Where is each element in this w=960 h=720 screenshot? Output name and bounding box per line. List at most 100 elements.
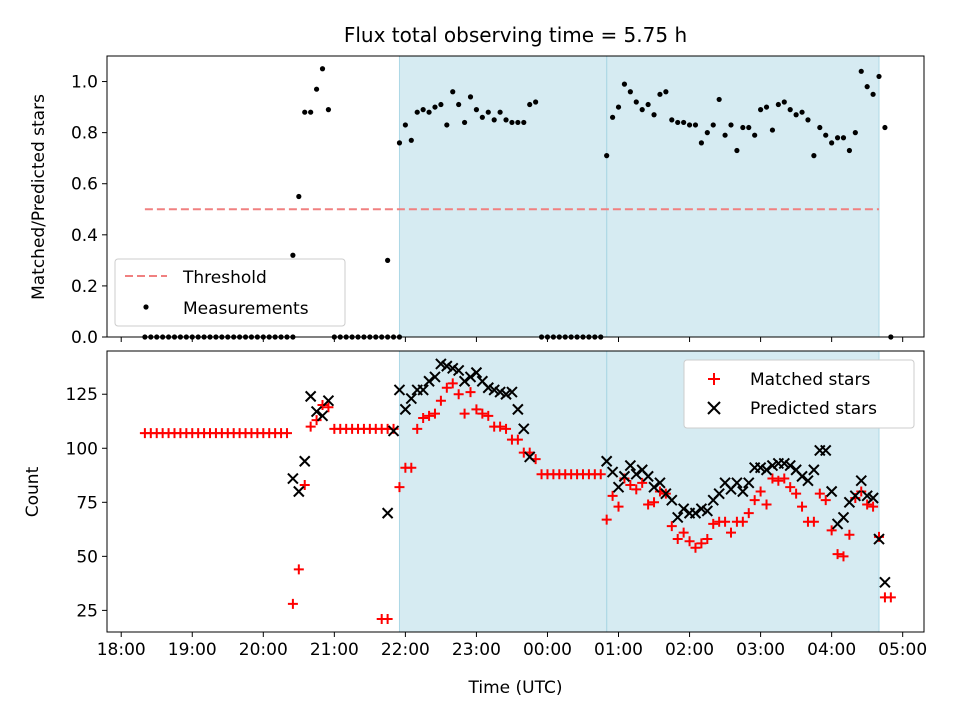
y-tick-label: 0.8	[71, 124, 98, 144]
bottom-legend: Matched stars Predicted stars	[683, 359, 915, 429]
predicted-star-point	[879, 576, 891, 588]
predicted-star-point	[808, 464, 820, 476]
predicted-star-point	[512, 403, 524, 416]
matched-star-point	[435, 395, 446, 406]
predicted-star-point	[689, 507, 702, 519]
measurement-point	[420, 107, 426, 113]
matched-star-point	[637, 477, 648, 488]
y-tick-label: 0.6	[71, 175, 98, 195]
y-tick-label: 0.0	[71, 328, 98, 348]
predicted-star-point	[677, 503, 690, 515]
matched-star-point	[501, 423, 512, 434]
x-tick-label: 03:00	[736, 640, 785, 660]
predicted-star-point	[441, 360, 453, 372]
predicted-star-point	[654, 477, 666, 489]
predicted-star-point	[672, 511, 684, 524]
x-tick-label: 05:00	[878, 640, 927, 660]
x-tick-label: 22:00	[381, 640, 430, 660]
top-legend-box	[114, 258, 346, 327]
predicted-star-point	[743, 477, 755, 489]
matched-star-point	[773, 475, 784, 486]
measurement-point	[870, 91, 876, 97]
y-tick-label: 0.4	[71, 226, 98, 246]
measurement-point	[639, 107, 645, 113]
top-panel: 0.0 0.2 0.4 0.6 0.8 1.0 Matched/Predicted sta…	[29, 55, 925, 348]
matched-star-point	[743, 508, 754, 519]
measurement-point	[509, 119, 515, 126]
measurement-point	[793, 112, 799, 118]
measurements-series	[142, 66, 894, 340]
x-tick-label: 04:00	[807, 640, 856, 660]
bottom-legend-box	[683, 359, 915, 429]
predicted-star-point	[855, 474, 867, 487]
predicted-star-point	[600, 455, 613, 467]
predicted-star-point	[287, 472, 299, 485]
predicted-star-point	[861, 490, 873, 502]
predicted-star-point	[754, 462, 767, 474]
predicted-star-point	[713, 487, 725, 500]
y-tick-label: 1.0	[71, 73, 98, 93]
matched-star-point	[595, 469, 606, 480]
matched-star-point	[814, 488, 825, 499]
measurement-point	[467, 94, 474, 100]
measurement-point	[461, 119, 468, 126]
matched-star-point	[418, 413, 429, 424]
measurement-point	[728, 122, 734, 128]
matched-star-point	[649, 497, 660, 508]
predicted-star-point	[399, 403, 412, 416]
measurement-point	[296, 193, 302, 200]
measurement-point	[402, 122, 408, 128]
predicted-star-point	[494, 386, 506, 398]
matched-star-point	[862, 499, 873, 510]
predicted-star-point	[837, 511, 850, 524]
predicted-star-point	[470, 366, 483, 379]
predicted-star-point	[867, 492, 879, 504]
predicted-star-point	[731, 477, 743, 489]
matched-star-point	[323, 402, 334, 413]
measurement-point	[325, 107, 332, 113]
matched-star-point	[767, 473, 778, 484]
matched-star-point	[424, 410, 435, 421]
predicted-star-point	[760, 464, 773, 476]
measurement-point	[515, 119, 521, 126]
bottom-y-axis: 25 50 75 100 125	[66, 385, 107, 621]
matched-star-point	[483, 410, 494, 421]
matched-star-point	[607, 490, 618, 501]
measurement-point	[479, 114, 485, 120]
bottom-y-axis-label: Count	[23, 466, 43, 517]
measurement-point	[533, 99, 539, 105]
x-tick-label: 02:00	[665, 640, 714, 660]
matched-star-point	[281, 428, 292, 439]
matched-star-point	[601, 514, 612, 525]
measurement-point	[769, 127, 776, 133]
matched-star-point	[293, 564, 304, 575]
matched-star-point	[749, 495, 760, 506]
predicted-star-point	[299, 455, 311, 467]
matched-star-point	[755, 486, 766, 497]
observing-window	[398, 350, 608, 633]
predicted-star-point	[606, 466, 619, 478]
matched-star-point	[495, 421, 506, 432]
measurement-point	[704, 130, 710, 136]
matched-star-point	[477, 408, 488, 419]
legend-matched-swatch	[708, 373, 720, 385]
measurement-point	[426, 109, 432, 115]
top-y-axis: 0.0 0.2 0.4 0.6 0.8 1.0	[71, 73, 107, 348]
matched-stars-series	[139, 378, 896, 625]
measurement-point	[763, 104, 770, 110]
matched-star-point	[826, 525, 837, 536]
measurement-point	[840, 135, 847, 141]
matched-star-point	[613, 501, 624, 512]
predicted-star-point	[447, 362, 459, 374]
matched-star-point	[702, 534, 713, 545]
measurement-point	[740, 124, 746, 131]
x-tick-label: 01:00	[594, 640, 643, 660]
measurement-point	[633, 99, 639, 105]
y-tick-label: 100	[66, 439, 98, 459]
predicted-star-point	[482, 382, 494, 394]
matched-star-point	[678, 527, 689, 538]
measurement-point	[675, 119, 681, 126]
x-tick-label: 23:00	[452, 640, 501, 660]
measurement-point	[645, 101, 651, 108]
